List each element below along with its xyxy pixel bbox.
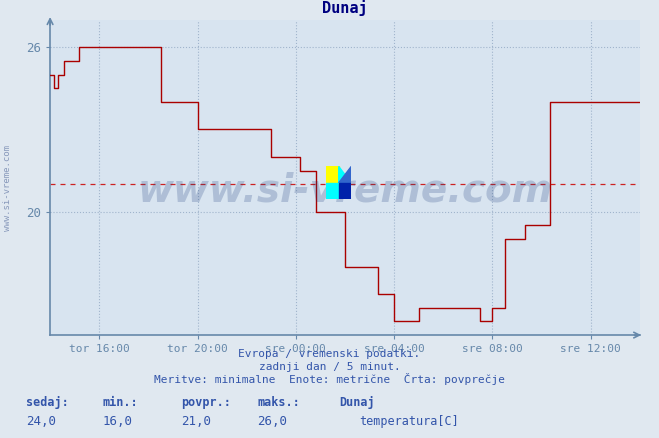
Text: maks.:: maks.: [257, 396, 300, 410]
Text: povpr.:: povpr.: [181, 396, 231, 410]
Text: www.si-vreme.com: www.si-vreme.com [137, 171, 553, 209]
Polygon shape [339, 166, 351, 183]
Polygon shape [339, 166, 351, 183]
Text: temperatura[C]: temperatura[C] [359, 415, 459, 428]
Polygon shape [326, 166, 339, 183]
Text: Evropa / vremenski podatki.: Evropa / vremenski podatki. [239, 349, 420, 359]
Title: Dunaj: Dunaj [322, 0, 368, 16]
Polygon shape [339, 183, 351, 199]
Text: www.si-vreme.com: www.si-vreme.com [3, 145, 13, 231]
Text: Meritve: minimalne  Enote: metrične  Črta: povprečje: Meritve: minimalne Enote: metrične Črta:… [154, 373, 505, 385]
Text: sedaj:: sedaj: [26, 396, 69, 410]
Text: 16,0: 16,0 [102, 415, 132, 428]
Text: zadnji dan / 5 minut.: zadnji dan / 5 minut. [258, 362, 401, 372]
Text: 24,0: 24,0 [26, 415, 57, 428]
Text: 21,0: 21,0 [181, 415, 212, 428]
Text: Dunaj: Dunaj [339, 396, 375, 410]
Text: 26,0: 26,0 [257, 415, 287, 428]
Text: min.:: min.: [102, 396, 138, 410]
Polygon shape [326, 183, 339, 199]
